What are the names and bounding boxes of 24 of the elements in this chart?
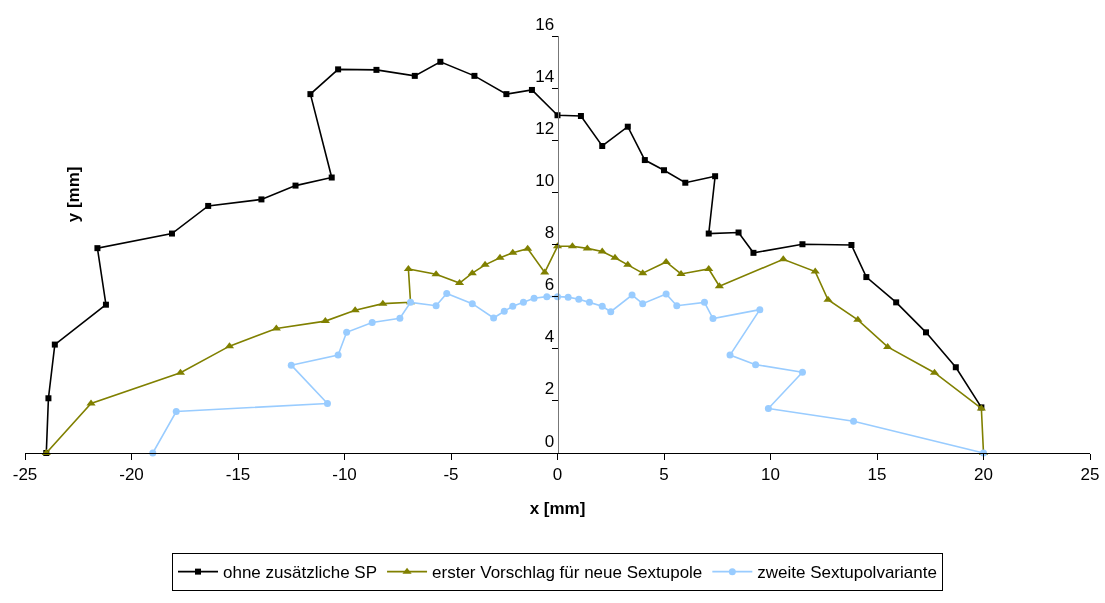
y-axis-title: y [mm] — [64, 166, 84, 223]
y-tick-label: 4 — [544, 327, 555, 347]
y-tick-label: 8 — [544, 223, 555, 243]
y-tick-label: 16 — [535, 14, 555, 34]
y-tick-label: 10 — [535, 170, 555, 190]
x-tick-label: 15 — [867, 465, 887, 485]
y-tick-label: 12 — [535, 118, 555, 138]
x-tick-label: -20 — [119, 465, 144, 485]
y-tick-label: 2 — [544, 379, 555, 399]
x-tick-label: 5 — [659, 465, 669, 485]
y-tick-label: 6 — [544, 275, 555, 295]
y-tick-label: 0 — [544, 431, 555, 451]
x-tick-label: -10 — [332, 465, 357, 485]
x-tick-label: 20 — [974, 465, 993, 485]
legend-label: zweite Sextupolvariante — [757, 563, 937, 583]
y-tick-label: 14 — [535, 66, 555, 86]
x-tick-label: 25 — [1080, 465, 1100, 485]
x-tick-label: -5 — [443, 465, 459, 485]
x-tick-label: -25 — [12, 465, 38, 485]
x-tick-label: 10 — [761, 465, 780, 485]
x-tick-label: -15 — [225, 465, 251, 485]
legend-label: ohne zusätzliche SP — [223, 563, 378, 583]
legend-label: erster Vorschlag für neue Sextupole — [432, 563, 703, 583]
x-axis-title: x [mm] — [529, 498, 586, 518]
